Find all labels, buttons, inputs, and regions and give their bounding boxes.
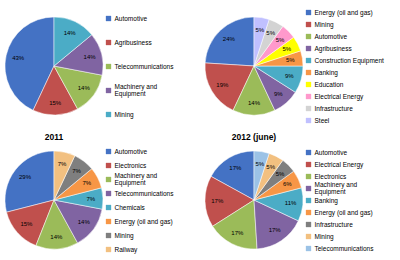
svg-text:Machinery andEquipment: Machinery andEquipment [115,83,158,98]
svg-text:5%: 5% [266,164,275,170]
svg-text:43%: 43% [12,55,25,61]
svg-text:5%: 5% [255,27,264,33]
svg-text:29%: 29% [19,174,32,180]
svg-text:Energy (oil and gas): Energy (oil and gas) [115,218,173,226]
svg-text:17%: 17% [211,198,224,204]
svg-text:5%: 5% [276,171,285,177]
svg-text:5%: 5% [255,161,264,167]
svg-text:14%: 14% [50,234,63,240]
svg-text:Telecommunications: Telecommunications [315,245,375,252]
svg-text:14%: 14% [78,219,91,225]
svg-text:7%: 7% [82,180,91,186]
svg-text:Mining: Mining [115,232,135,240]
svg-text:9%: 9% [274,91,283,97]
svg-text:Automotive: Automotive [115,15,148,22]
svg-text:Telecommunications: Telecommunications [115,63,175,70]
svg-text:Agribusiness: Agribusiness [315,45,353,53]
svg-text:Mining: Mining [315,233,335,241]
svg-text:Machinery andEquipment: Machinery andEquipment [315,181,358,196]
svg-text:5%: 5% [286,57,295,63]
svg-text:6%: 6% [283,181,292,187]
svg-text:Chemicals: Chemicals [115,204,146,211]
svg-text:9%: 9% [285,73,294,79]
svg-text:24%: 24% [223,36,236,42]
svg-text:19%: 19% [216,82,229,88]
svg-text:14%: 14% [64,30,77,36]
svg-text:Automotive: Automotive [315,149,348,156]
svg-text:Construction Equipment: Construction Equipment [315,57,385,65]
svg-text:Mining: Mining [115,111,135,119]
svg-text:14%: 14% [248,100,261,106]
svg-text:Electronics: Electronics [315,173,348,180]
svg-text:7%: 7% [72,168,81,174]
svg-text:Energy (oil and gas): Energy (oil and gas) [315,209,373,217]
svg-text:17%: 17% [229,165,242,171]
svg-text:14%: 14% [84,54,97,60]
svg-text:Automotive: Automotive [315,33,348,40]
svg-text:11%: 11% [285,200,297,206]
svg-text:Infrastructure: Infrastructure [315,221,354,228]
svg-text:Railway: Railway [115,246,139,254]
svg-text:14%: 14% [78,85,91,91]
svg-text:Infrastructure: Infrastructure [315,105,354,112]
svg-text:15%: 15% [49,100,62,106]
svg-text:Telecommunications: Telecommunications [115,190,175,197]
svg-text:2011: 2011 [45,132,64,142]
svg-text:Automotive: Automotive [115,148,148,155]
svg-text:Machinery andEquipment: Machinery andEquipment [115,172,158,187]
svg-text:Banking: Banking [315,197,339,205]
svg-text:Electrical Energy: Electrical Energy [315,93,365,101]
svg-text:5%: 5% [266,30,275,36]
svg-text:5%: 5% [276,37,285,43]
svg-text:Energy (oil and gas): Energy (oil and gas) [315,9,373,17]
svg-text:2012 (june): 2012 (june) [232,132,277,142]
svg-text:Mining: Mining [315,21,335,29]
svg-text:Steel: Steel [315,117,330,124]
svg-text:Electronics: Electronics [115,162,148,169]
svg-text:7%: 7% [86,196,95,202]
svg-text:Electrical Energy: Electrical Energy [315,161,365,169]
svg-text:15%: 15% [20,221,33,227]
svg-text:Banking: Banking [315,69,339,77]
svg-text:Education: Education [315,81,344,88]
svg-text:17%: 17% [269,227,282,233]
svg-text:17%: 17% [231,230,244,236]
svg-text:Agribusiness: Agribusiness [115,39,153,47]
svg-text:7%: 7% [58,161,67,167]
svg-text:5%: 5% [282,46,291,52]
